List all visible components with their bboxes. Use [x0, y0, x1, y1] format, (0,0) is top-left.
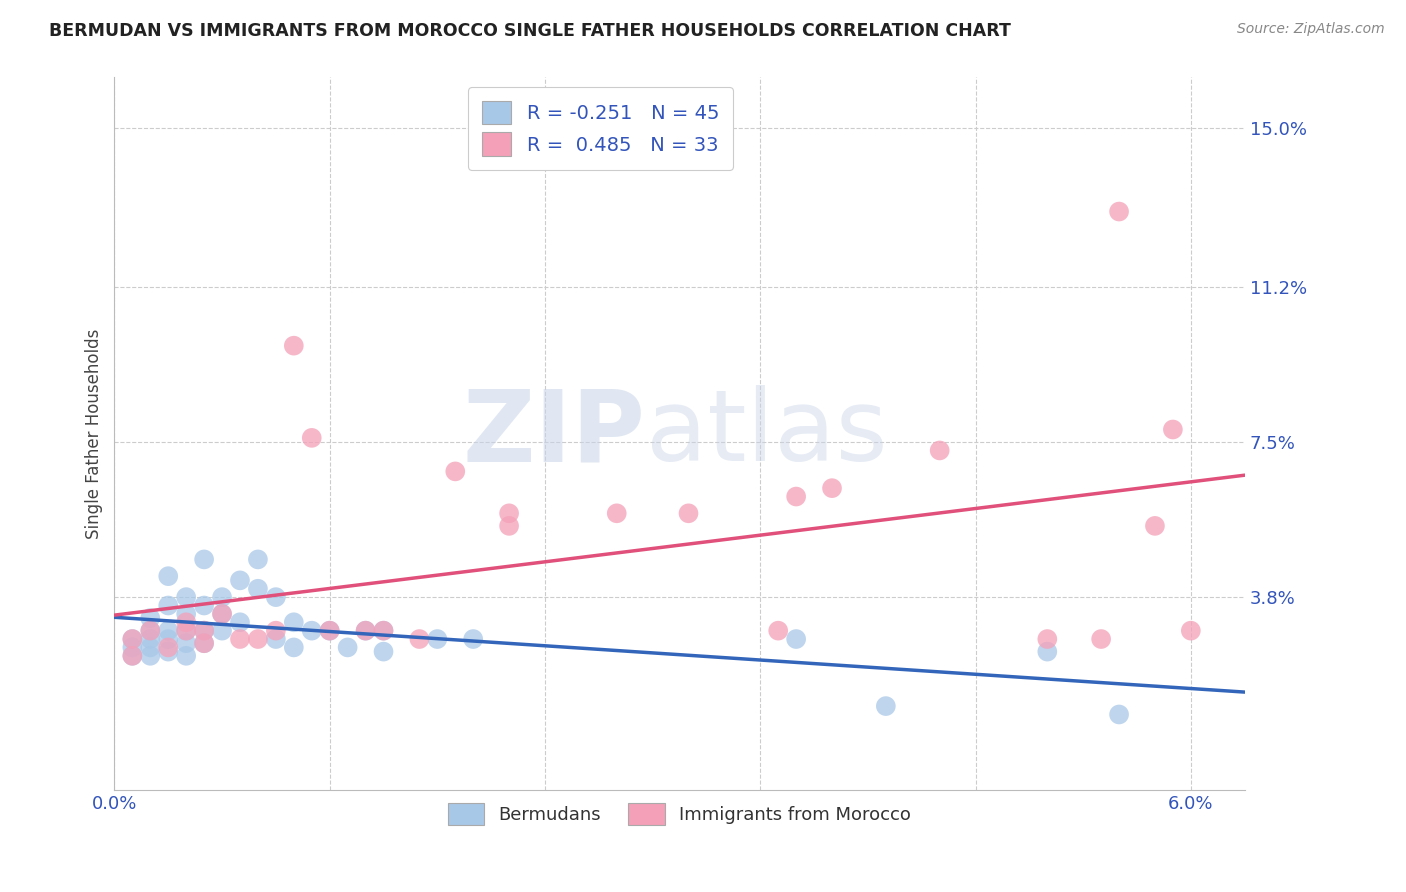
Text: atlas: atlas	[645, 385, 887, 483]
Point	[157, 640, 180, 655]
Point	[157, 624, 180, 638]
Point	[606, 506, 628, 520]
Point	[246, 632, 269, 646]
Point	[174, 624, 197, 638]
Point	[373, 624, 395, 638]
Point	[157, 599, 180, 613]
Point	[1108, 204, 1130, 219]
Point	[139, 648, 162, 663]
Point	[229, 632, 252, 646]
Point	[264, 624, 287, 638]
Text: ZIP: ZIP	[463, 385, 645, 483]
Point	[444, 464, 467, 478]
Point	[229, 615, 252, 630]
Point	[121, 648, 143, 663]
Point	[264, 590, 287, 604]
Point	[139, 624, 162, 638]
Point	[211, 607, 233, 621]
Point	[354, 624, 377, 638]
Point	[1036, 645, 1059, 659]
Point	[157, 645, 180, 659]
Point	[174, 636, 197, 650]
Point	[193, 552, 215, 566]
Point	[139, 611, 162, 625]
Point	[121, 632, 143, 646]
Point	[174, 648, 197, 663]
Text: Source: ZipAtlas.com: Source: ZipAtlas.com	[1237, 22, 1385, 37]
Point	[193, 599, 215, 613]
Point	[821, 481, 844, 495]
Point	[318, 624, 340, 638]
Y-axis label: Single Father Households: Single Father Households	[86, 328, 103, 539]
Point	[193, 624, 215, 638]
Point	[193, 636, 215, 650]
Point	[229, 574, 252, 588]
Point	[157, 569, 180, 583]
Point	[498, 506, 520, 520]
Point	[766, 624, 789, 638]
Point	[283, 615, 305, 630]
Point	[318, 624, 340, 638]
Point	[121, 640, 143, 655]
Point	[1180, 624, 1202, 638]
Point	[875, 699, 897, 714]
Point	[354, 624, 377, 638]
Point	[928, 443, 950, 458]
Point	[193, 636, 215, 650]
Point	[121, 632, 143, 646]
Point	[139, 624, 162, 638]
Point	[373, 624, 395, 638]
Point	[785, 490, 807, 504]
Point	[1108, 707, 1130, 722]
Point	[283, 339, 305, 353]
Point	[283, 640, 305, 655]
Point	[246, 582, 269, 596]
Point	[264, 632, 287, 646]
Point	[157, 632, 180, 646]
Point	[463, 632, 485, 646]
Point	[139, 640, 162, 655]
Point	[174, 624, 197, 638]
Point	[678, 506, 700, 520]
Point	[1036, 632, 1059, 646]
Point	[336, 640, 359, 655]
Point	[211, 624, 233, 638]
Text: BERMUDAN VS IMMIGRANTS FROM MOROCCO SINGLE FATHER HOUSEHOLDS CORRELATION CHART: BERMUDAN VS IMMIGRANTS FROM MOROCCO SING…	[49, 22, 1011, 40]
Point	[139, 632, 162, 646]
Point	[785, 632, 807, 646]
Point	[498, 519, 520, 533]
Point	[246, 552, 269, 566]
Point	[211, 607, 233, 621]
Point	[211, 590, 233, 604]
Point	[1090, 632, 1112, 646]
Point	[1161, 422, 1184, 436]
Point	[174, 615, 197, 630]
Point	[408, 632, 430, 646]
Point	[1143, 519, 1166, 533]
Point	[121, 648, 143, 663]
Point	[174, 607, 197, 621]
Point	[174, 590, 197, 604]
Legend: Bermudans, Immigrants from Morocco: Bermudans, Immigrants from Morocco	[439, 794, 920, 834]
Point	[301, 431, 323, 445]
Point	[301, 624, 323, 638]
Point	[426, 632, 449, 646]
Point	[193, 624, 215, 638]
Point	[373, 645, 395, 659]
